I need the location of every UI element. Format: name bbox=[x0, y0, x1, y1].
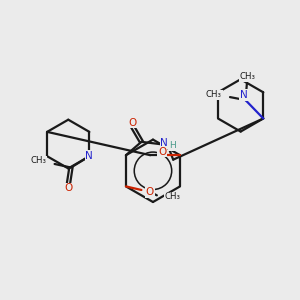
Text: CH₃: CH₃ bbox=[164, 192, 180, 201]
Text: CH₃: CH₃ bbox=[30, 157, 46, 166]
Text: N: N bbox=[85, 151, 93, 161]
Text: N: N bbox=[160, 138, 168, 148]
Text: H: H bbox=[169, 142, 176, 151]
Text: O: O bbox=[158, 147, 166, 157]
Text: CH₃: CH₃ bbox=[240, 72, 256, 81]
Text: O: O bbox=[64, 183, 73, 193]
Text: O: O bbox=[146, 187, 154, 197]
Text: CH₃: CH₃ bbox=[206, 90, 222, 99]
Text: N: N bbox=[240, 90, 248, 100]
Text: O: O bbox=[128, 118, 136, 128]
